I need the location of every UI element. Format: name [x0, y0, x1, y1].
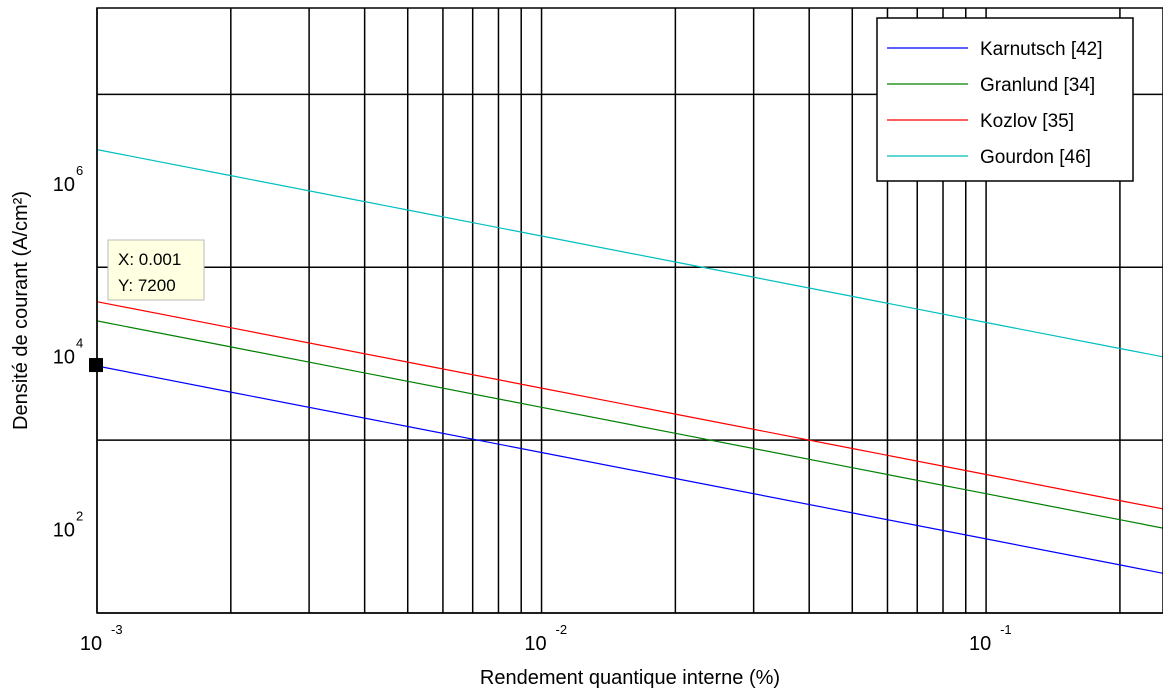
grid — [96, 8, 1163, 614]
y-axis-label: Densité de courant (A/cm²) — [10, 191, 32, 430]
datatip-marker[interactable] — [89, 358, 103, 373]
y-tick-exponent: 4 — [76, 336, 83, 351]
legend-entry-label: Kozlov [35] — [980, 111, 1074, 132]
series-line-4 — [96, 149, 1163, 358]
series-line-3 — [96, 301, 1163, 510]
y-tick-label: 10 — [53, 174, 75, 196]
y-tick-label: 10 — [53, 347, 75, 369]
legend-entry-label: Granlund [34] — [980, 75, 1095, 96]
legend[interactable]: Karnutsch [42] Granlund [34] Kozlov [35] Go… — [876, 17, 1134, 182]
x-tick-label: 10 — [80, 633, 102, 655]
x-tick-exponent: -2 — [556, 622, 568, 637]
x-axis-label: Rendement quantique interne (%) — [480, 667, 780, 689]
legend-entry-label: Gourdon [46] — [980, 147, 1091, 168]
x-tick-label: 10 — [969, 633, 991, 655]
datatip-box — [107, 239, 205, 301]
x-tick-labels: 10 -3 10 -2 10 -1 — [80, 622, 1012, 655]
y-tick-label: 10 — [53, 520, 75, 542]
y-tick-exponent: 6 — [76, 163, 83, 178]
series-line-1 — [96, 365, 1163, 574]
datatip[interactable]: X: 0.001 Y: 7200 — [89, 239, 205, 373]
datatip-x-text: X: 0.001 — [118, 250, 181, 269]
series-line-2 — [96, 320, 1163, 529]
y-tick-exponent: 2 — [76, 509, 83, 524]
datatip-y-text: Y: 7200 — [118, 276, 176, 295]
x-tick-exponent: -1 — [1000, 622, 1012, 637]
legend-box — [876, 17, 1134, 182]
series-lines — [96, 149, 1163, 574]
x-tick-exponent: -3 — [111, 622, 123, 637]
x-tick-label: 10 — [524, 633, 546, 655]
legend-entry-label: Karnutsch [42] — [980, 39, 1103, 60]
plot-frame — [96, 7, 1163, 614]
